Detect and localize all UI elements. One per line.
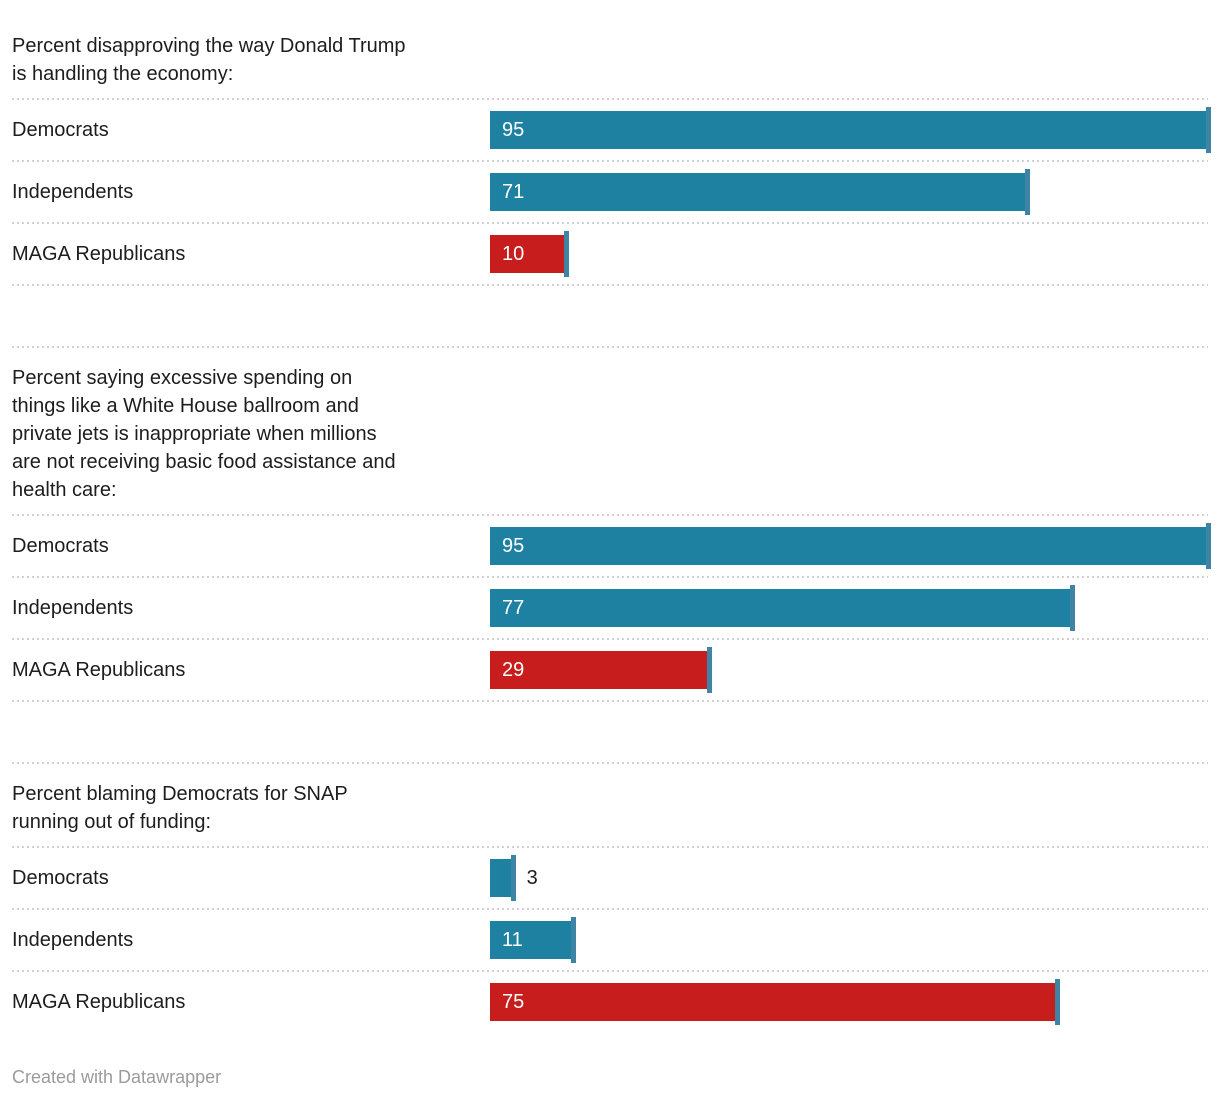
bar-independents-economy: 71	[490, 169, 1030, 215]
value-label: 75	[502, 990, 525, 1013]
bar-row: Democrats 3	[12, 848, 1208, 908]
category-label-maga: MAGA Republicans	[12, 991, 186, 1013]
datawrapper-credit: Created with Datawrapper	[12, 1067, 222, 1087]
value-label: 95	[502, 534, 525, 557]
value-label: 11	[502, 928, 523, 951]
bar-row: MAGA Republicans 10	[12, 224, 1208, 284]
dotted-divider	[12, 846, 1208, 848]
section-title-snap: Percent blaming Democrats for SNAP runni…	[12, 783, 348, 833]
bar-track: 95	[490, 516, 1211, 576]
category-label-democrats: Democrats	[12, 119, 109, 141]
dotted-divider	[12, 908, 1208, 910]
category-label-maga: MAGA Republicans	[12, 243, 186, 265]
section-title-economy: Percent disapproving the way Donald Trum…	[12, 35, 406, 85]
dotted-divider	[12, 576, 1208, 578]
category-label-democrats: Democrats	[12, 535, 109, 557]
bar-maga-economy: 10	[490, 231, 569, 277]
dotted-divider	[12, 514, 1208, 516]
dotted-divider	[12, 346, 1208, 348]
category-label-independents: Independents	[12, 597, 134, 619]
dotted-divider	[12, 284, 1208, 286]
dotted-divider	[12, 98, 1208, 100]
value-label: 71	[502, 180, 525, 203]
section-gap	[12, 286, 1208, 346]
bar-maga-snap: 75	[490, 979, 1060, 1025]
section-title-spending: Percent saying excessive spending on thi…	[12, 367, 396, 501]
value-label: 10	[502, 242, 525, 265]
dotted-divider	[12, 700, 1208, 702]
bar-track: 71	[490, 162, 1208, 222]
dotted-divider	[12, 222, 1208, 224]
bar-track: 77	[490, 578, 1208, 638]
dotted-divider	[12, 638, 1208, 640]
dotted-divider	[12, 160, 1208, 162]
dotted-divider	[12, 970, 1208, 972]
bar-track: 29	[490, 640, 1208, 700]
value-label: 95	[502, 118, 525, 141]
bar-democrats-snap	[490, 855, 516, 901]
bar-track: 75	[490, 972, 1208, 1032]
bar-track: 11	[490, 910, 1208, 970]
bar-row: Independents 71	[12, 162, 1208, 222]
bar-democrats-spending: 95	[490, 523, 1211, 569]
bar-row: Independents 77	[12, 578, 1208, 638]
bar-democrats-economy: 95	[490, 107, 1211, 153]
section-gap	[12, 702, 1208, 762]
bar-row: MAGA Republicans 75	[12, 972, 1208, 1032]
category-label-independents: Independents	[12, 181, 134, 203]
bar-track: 3	[490, 848, 1208, 908]
bar-row: Democrats 95	[12, 100, 1211, 160]
bar-track: 95	[490, 100, 1211, 160]
bar-row: Democrats 95	[12, 516, 1211, 576]
bar-track: 10	[490, 224, 1208, 284]
bar-row: Independents 11	[12, 910, 1208, 970]
dotted-divider	[12, 762, 1208, 764]
bar-maga-spending: 29	[490, 647, 713, 693]
category-label-democrats: Democrats	[12, 867, 109, 889]
value-label: 77	[502, 596, 525, 619]
bar-independents-snap: 11	[490, 917, 577, 963]
value-label: 29	[502, 658, 525, 681]
bar-independents-spending: 77	[490, 585, 1075, 631]
category-label-maga: MAGA Republicans	[12, 659, 186, 681]
category-label-independents: Independents	[12, 929, 134, 951]
value-label: 3	[526, 866, 538, 889]
bar-row: MAGA Republicans 29	[12, 640, 1208, 700]
